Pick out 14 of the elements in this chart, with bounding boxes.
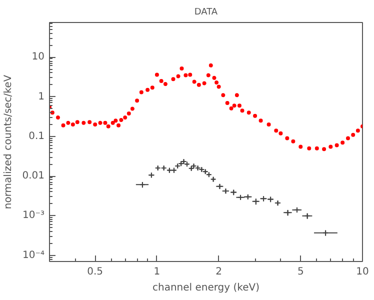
y-tick-label: 1 bbox=[38, 91, 45, 102]
x-tick-label: 10 bbox=[356, 266, 369, 278]
x-tick-label: 1 bbox=[154, 266, 160, 278]
y-tick-label: 0.01 bbox=[22, 170, 44, 182]
x-tick-label: 2 bbox=[216, 266, 222, 278]
y-tick-label: 10⁻⁴ bbox=[22, 250, 45, 261]
x-tick-label: 5 bbox=[297, 266, 304, 278]
y-tick-label: 10 bbox=[32, 52, 45, 63]
y-tick-label: 0.1 bbox=[28, 130, 45, 142]
y-axis-title: normalized counts/sec/keV bbox=[3, 74, 14, 210]
x-axis-title: channel energy (keV) bbox=[152, 282, 260, 294]
x-tick-label: 0.5 bbox=[87, 266, 104, 278]
chart-title: DATA bbox=[194, 8, 218, 18]
y-tick-label: 10⁻³ bbox=[22, 210, 45, 222]
